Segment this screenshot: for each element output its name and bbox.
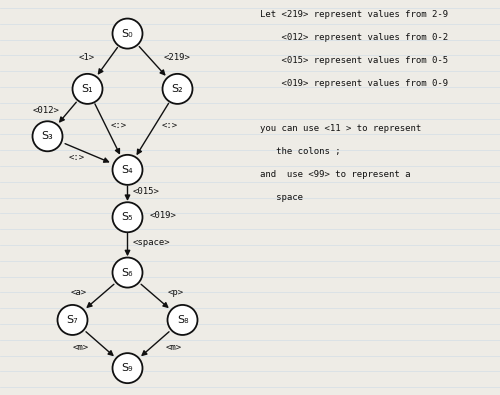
- Text: <:>: <:>: [110, 121, 126, 130]
- Text: S₈: S₈: [177, 315, 188, 325]
- Text: S₄: S₄: [122, 165, 134, 175]
- Ellipse shape: [72, 74, 102, 104]
- Ellipse shape: [168, 305, 198, 335]
- Text: <a>: <a>: [71, 288, 87, 297]
- Ellipse shape: [112, 19, 142, 49]
- Ellipse shape: [112, 155, 142, 185]
- Ellipse shape: [58, 305, 88, 335]
- Ellipse shape: [112, 258, 142, 288]
- Text: <012> represent values from 0-2: <012> represent values from 0-2: [260, 33, 448, 42]
- Text: <015>: <015>: [133, 187, 160, 196]
- Text: <space>: <space>: [132, 239, 170, 247]
- Text: <219>: <219>: [164, 53, 191, 62]
- Text: <m>: <m>: [73, 343, 89, 352]
- Text: <019>: <019>: [150, 211, 177, 220]
- Text: S₃: S₃: [42, 131, 54, 141]
- Ellipse shape: [112, 202, 142, 232]
- Text: Let <219> represent values from 2-9: Let <219> represent values from 2-9: [260, 10, 448, 19]
- Text: <p>: <p>: [168, 288, 184, 297]
- Text: S₂: S₂: [172, 84, 183, 94]
- Text: the colons ;: the colons ;: [260, 147, 340, 156]
- Text: <m>: <m>: [166, 343, 182, 352]
- Text: <:>: <:>: [68, 152, 84, 162]
- Text: <1>: <1>: [78, 53, 94, 62]
- Text: S₅: S₅: [122, 212, 133, 222]
- Ellipse shape: [162, 74, 192, 104]
- Text: and  use <99> to represent a: and use <99> to represent a: [260, 170, 410, 179]
- Text: S₀: S₀: [122, 28, 134, 39]
- Text: S₆: S₆: [122, 267, 133, 278]
- Ellipse shape: [112, 353, 142, 383]
- Text: S₉: S₉: [122, 363, 134, 373]
- Text: you can use <11 > to represent: you can use <11 > to represent: [260, 124, 421, 134]
- Text: <019> represent values from 0-9: <019> represent values from 0-9: [260, 79, 448, 88]
- Text: S₁: S₁: [82, 84, 94, 94]
- Text: <:>: <:>: [162, 121, 178, 130]
- Text: <012>: <012>: [33, 106, 60, 115]
- Text: space: space: [260, 193, 303, 202]
- Ellipse shape: [32, 121, 62, 151]
- Text: <015> represent values from 0-5: <015> represent values from 0-5: [260, 56, 448, 65]
- Text: S₇: S₇: [66, 315, 78, 325]
